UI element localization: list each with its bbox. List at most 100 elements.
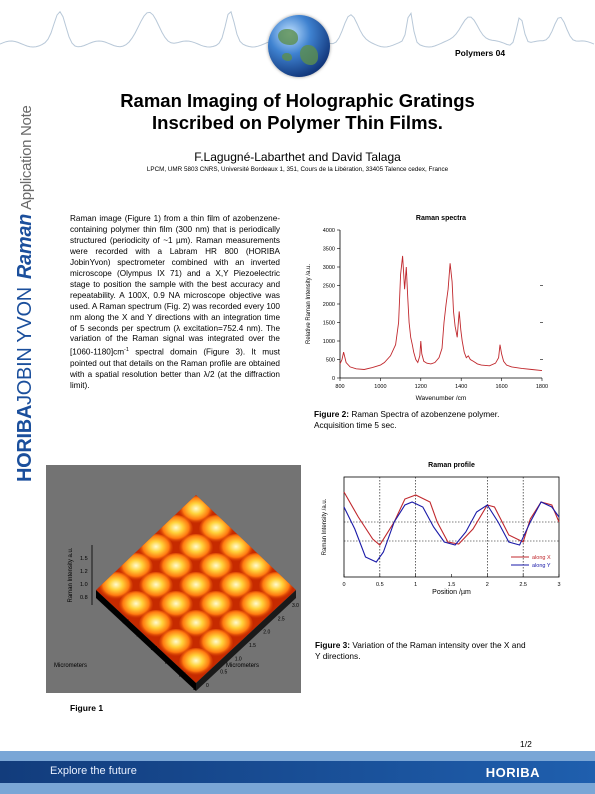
figure-1-x-tick-label: 3 — [193, 686, 196, 692]
spectrum-x-tick-label: 800 — [335, 384, 344, 390]
figure-1-label: Figure 1 — [70, 703, 104, 713]
spectrum-y-tick-label: 1000 — [323, 339, 335, 345]
figure-1-x-tick-label: 1 — [136, 633, 139, 639]
spectrum-y-tick-label: 500 — [326, 358, 335, 364]
body-part-2: spectral domain (Figure 3). It must poin… — [70, 348, 280, 391]
title-line-2: Inscribed on Polymer Thin Films. — [152, 112, 443, 133]
figure-1-x-tick-label: 1.5 — [151, 646, 158, 652]
footer-slogan: Explore the future — [50, 765, 137, 777]
brand-horiba: HORIBA — [14, 404, 36, 482]
raman-3d-surface: Raman Intensity a.u. 1.5 1.2 1.0 0.8 0 0.5 1 1.5… — [54, 495, 299, 692]
surface-peak — [219, 572, 253, 600]
surface-peak — [179, 648, 213, 676]
surface-peak — [139, 572, 173, 600]
figure-1-y-axis-label: Micrometers — [226, 663, 259, 669]
surface-peak — [239, 591, 273, 619]
figure-2-caption-text: Raman Spectra of azobenzene polymer. Acq… — [314, 409, 500, 430]
profile-x-tick-label: 0.5 — [376, 582, 384, 588]
figure-3-caption: Figure 3: Variation of the Raman intensi… — [315, 640, 530, 662]
surface-peak — [199, 591, 233, 619]
profile-series-y-line — [343, 501, 560, 563]
surface-peak — [199, 553, 233, 581]
spectrum-x-tick-label: 1200 — [415, 384, 427, 390]
brand-jobin-yvon: JOBIN YVON — [14, 287, 36, 405]
surface-peak — [159, 591, 193, 619]
profile-x-tick-label: 1 — [414, 582, 417, 588]
profile-chart-title: Raman profile — [428, 462, 475, 469]
legend-entry: along X — [532, 555, 551, 561]
raman-profile-chart: 0 0.5 1 1.5 2 2.5 3 along X along Y Raman profi… — [322, 462, 561, 596]
spectrum-chart-title: Raman spectra — [416, 215, 466, 222]
brand-raman: Raman — [14, 213, 36, 280]
spectrum-y-tick-label: 4000 — [323, 228, 335, 234]
figure-1-z-tick-label: 1.0 — [80, 582, 88, 588]
body-superscript: -1 — [124, 347, 129, 354]
footer-horiba-logo: HORIBA — [485, 765, 540, 780]
footer-bar: Explore the future HORIBA — [0, 751, 595, 794]
surface-peak — [159, 553, 193, 581]
surface-peak — [139, 610, 173, 638]
surface-peak — [179, 610, 213, 638]
surface-peak — [199, 629, 233, 657]
figure-1-z-tick-label: 0.8 — [80, 595, 88, 601]
authors: F.Lagugné-Labarthet and David Talaga — [194, 150, 401, 164]
profile-x-tick-label: 0 — [342, 582, 345, 588]
spectrum-x-tick-label: 1000 — [374, 384, 386, 390]
figure-2-caption-label: Figure 2: — [314, 409, 350, 419]
spectrum-series-line — [339, 255, 543, 372]
figure-1-y-tick-label: 0.5 — [220, 670, 227, 676]
figure-1-x-tick-label: 2.5 — [179, 673, 186, 679]
profile-x-tick-label: 3 — [557, 582, 560, 588]
body-paragraph: Raman image (Figure 1) from a thin film … — [70, 214, 280, 392]
figure-1-x-tick-label: 2 — [165, 659, 168, 665]
figure-1-z-axis-label: Raman Intensity a.u. — [68, 547, 74, 602]
spectrum-y-tick-label: 2500 — [323, 284, 335, 290]
figure-1-y-tick-label: 1.0 — [235, 656, 242, 662]
figure-2-caption: Figure 2: Raman Spectra of azobenzene po… — [314, 409, 524, 431]
figure-1-x-tick-label: 0.5 — [122, 619, 129, 625]
profile-x-tick-label: 2 — [486, 582, 489, 588]
side-brand-logo: HORIBAJOBIN YVON Raman Application Note — [14, 105, 37, 482]
surface-peak — [179, 534, 213, 562]
profile-x-tick-label: 1.5 — [448, 582, 456, 588]
brand-app-note: Application Note — [18, 105, 35, 210]
figure-1-x-axis-label: Micrometers — [54, 663, 87, 669]
surface-peak — [159, 629, 193, 657]
figure-3-caption-text: Variation of the Raman intensity over th… — [315, 640, 526, 661]
page-number: 1/2 — [520, 739, 532, 749]
figure-3-caption-label: Figure 3: — [315, 640, 351, 650]
profile-series-x-line — [343, 491, 560, 546]
legend-entry: along Y — [532, 563, 551, 569]
spectrum-y-tick-label: 0 — [332, 376, 335, 382]
figure-1-y-tick-label: 3.0 — [292, 603, 299, 609]
profile-x-axis-label: Position /µm — [432, 589, 471, 596]
figure-1-y-tick-label: 0 — [206, 683, 209, 689]
figure-1-x-tick-label: 0 — [108, 606, 111, 612]
profile-y-axis-label: Raman Intensity /a.u. — [322, 498, 328, 555]
series-label: Polymers 04 — [455, 48, 506, 58]
footer-band: Explore the future HORIBA — [0, 761, 595, 783]
figure-1-z-tick-label: 1.5 — [80, 556, 88, 562]
title-line-1: Raman Imaging of Holographic Gratings — [120, 90, 475, 111]
figure-1-raman-image: Raman Intensity a.u. 1.5 1.2 1.0 0.8 0 0.5 1 1.5… — [46, 465, 301, 693]
spectrum-y-tick-label: 2000 — [323, 302, 335, 308]
body-part-1: Raman image (Figure 1) from a thin film … — [70, 214, 280, 358]
figure-1-y-tick-label: 2.5 — [278, 616, 285, 622]
affiliation: LPCM, UMR 5803 CNRS, Université Bordeaux… — [146, 166, 449, 173]
figure-1-y-tick-label: 1.5 — [249, 643, 256, 649]
spectrum-y-tick-label: 3000 — [323, 265, 335, 271]
surface-peak — [219, 610, 253, 638]
spectrum-x-axis-label: Wavenumber /cm — [416, 395, 467, 402]
page-title: Raman Imaging of Holographic Gratings In… — [80, 90, 515, 134]
raman-spectra-chart: 0 500 1000 1500 2000 2500 3000 3500 4000 800 1000 1… — [306, 215, 548, 402]
profile-x-tick-label: 2.5 — [519, 582, 527, 588]
spectrum-x-tick-label: 1400 — [455, 384, 467, 390]
surface-peak — [179, 572, 213, 600]
globe-logo — [268, 15, 330, 77]
surface-edge-right — [196, 590, 296, 691]
figure-1-y-tick-label: 2.0 — [263, 630, 270, 636]
spectrum-x-tick-label: 1800 — [536, 384, 548, 390]
spectrum-y-tick-label: 1500 — [323, 321, 335, 327]
surface-edge-left — [96, 590, 196, 691]
spectrum-x-tick-label: 1600 — [495, 384, 507, 390]
